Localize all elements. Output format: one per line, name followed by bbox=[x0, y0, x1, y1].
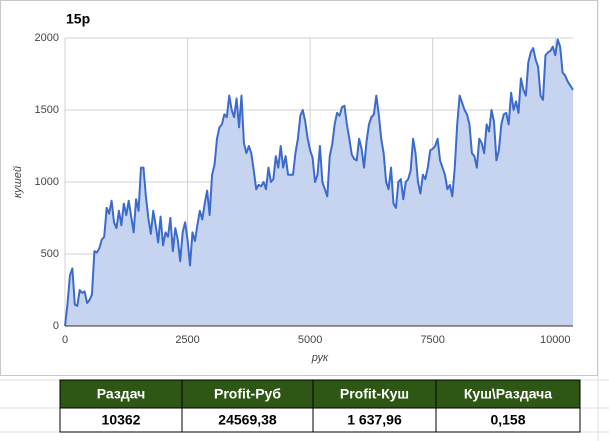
y-tick-label: 1500 bbox=[35, 104, 59, 116]
line bbox=[64, 38, 574, 327]
chart-title: 15р bbox=[66, 11, 90, 27]
cell-text: 1 637,96 bbox=[347, 412, 402, 428]
cell bbox=[435, 407, 581, 433]
cell-text: 24569,38 bbox=[218, 412, 277, 428]
table: Раздач Profit-Руб Profit-Куш Куш\Раздача 103… bbox=[59, 379, 581, 433]
x-tick-label: 7500 bbox=[420, 334, 444, 346]
y-axis-label: кушей bbox=[12, 166, 24, 198]
x-tick-label: 5000 bbox=[298, 334, 322, 346]
plot: 0 500 1000 1500 2000 0 2500 5000 7500 10000 bbox=[35, 32, 574, 346]
x-tick-label: 10000 bbox=[540, 334, 571, 346]
cell-text: 10362 bbox=[102, 412, 141, 428]
header-cell bbox=[435, 379, 581, 409]
area bbox=[65, 39, 573, 326]
x-axis-label: рук bbox=[311, 352, 329, 364]
x-tick-label: 2500 bbox=[175, 334, 199, 346]
y-tick-label: 0 bbox=[53, 320, 59, 332]
header-text: Раздач bbox=[97, 386, 146, 402]
y-tick-label: 1000 bbox=[35, 176, 59, 188]
cell bbox=[181, 407, 314, 433]
header-text: Profit-Куш bbox=[340, 386, 409, 402]
header-text: Куш\Раздача bbox=[464, 386, 552, 402]
y-tick-label: 500 bbox=[41, 248, 59, 260]
header-text: Profit-Руб bbox=[214, 386, 281, 402]
y-tick-label: 2000 bbox=[35, 32, 59, 44]
x-tick-label: 0 bbox=[62, 334, 68, 346]
cell-text: 0,158 bbox=[490, 412, 525, 428]
header-cell bbox=[181, 379, 314, 409]
